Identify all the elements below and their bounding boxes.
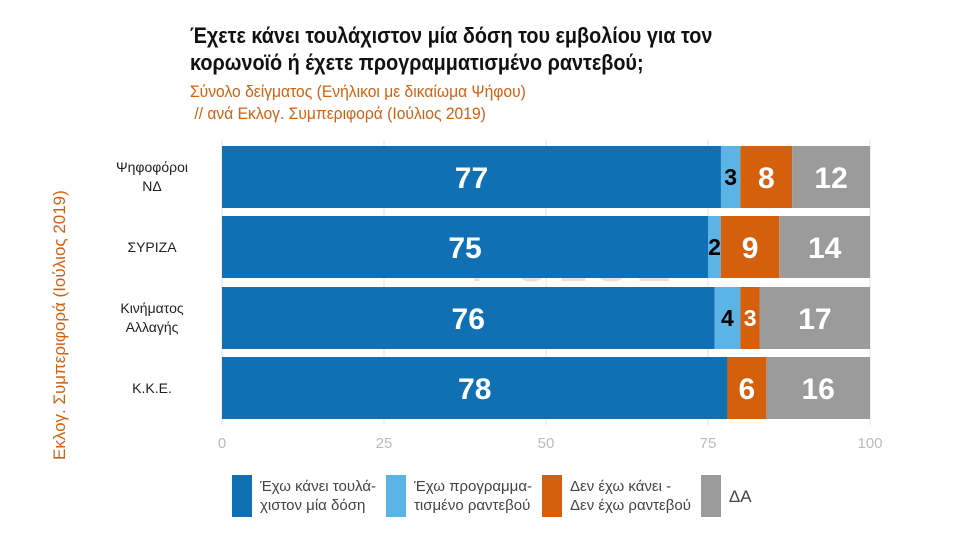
data-label: 14 bbox=[808, 232, 842, 265]
data-label: 4 bbox=[721, 305, 734, 331]
legend-label: Έχω κάνει τουλά- χιστον μία δόση bbox=[260, 478, 376, 514]
bar-segment bbox=[792, 146, 870, 208]
chart-subtitle-1: Σύνολο δείγματος (Ενήλικοι με δικαίωμα Ψ… bbox=[190, 82, 526, 101]
bar-segment bbox=[740, 287, 760, 349]
x-tick-label: 100 bbox=[857, 435, 882, 452]
legend-swatch bbox=[232, 475, 252, 517]
data-label: 8 bbox=[758, 162, 775, 195]
data-label: 3 bbox=[724, 164, 737, 190]
data-label: 9 bbox=[742, 232, 759, 265]
legend-swatch bbox=[542, 475, 562, 517]
legend-item: Έχω προγραμμα- τισμένο ραντεβού bbox=[386, 475, 532, 517]
data-label: 16 bbox=[801, 373, 834, 406]
legend: Έχω κάνει τουλά- χιστον μία δόση Έχω προγ… bbox=[232, 475, 752, 517]
bar-segment bbox=[720, 146, 741, 208]
x-tick-label: 0 bbox=[218, 435, 226, 452]
chart-title: Έχετε κάνει τουλάχιστον μία δόση του εμβ… bbox=[190, 23, 713, 75]
bar-segment bbox=[759, 287, 870, 349]
legend-item: ΔΑ bbox=[700, 475, 752, 517]
bar-segment bbox=[708, 216, 721, 278]
bar-segment bbox=[222, 146, 721, 208]
bar-segment bbox=[714, 287, 741, 349]
data-label: 76 bbox=[452, 303, 485, 336]
data-label: 6 bbox=[739, 373, 756, 406]
bar-segment bbox=[740, 146, 793, 208]
legend-swatch bbox=[700, 475, 721, 517]
data-label: 78 bbox=[458, 373, 491, 406]
chart-subtitle-2: // ανά Εκλογ. Συμπεριφορά (Ιούλιος 2019) bbox=[190, 104, 486, 123]
data-label: 12 bbox=[814, 162, 847, 195]
bar-segment bbox=[222, 287, 715, 349]
data-label: 17 bbox=[798, 303, 831, 336]
bar-segment bbox=[222, 216, 708, 278]
legend-label: ΔΑ bbox=[728, 486, 752, 506]
data-label: 77 bbox=[455, 162, 488, 195]
legend-label: Δεν έχω κάνει - Δεν έχω ραντεβού bbox=[570, 478, 691, 514]
legend-swatch bbox=[386, 475, 406, 517]
bar-segment bbox=[727, 357, 767, 419]
bar-segment bbox=[222, 357, 728, 419]
bar-segment bbox=[720, 216, 780, 278]
category-label: ΣΥΡΙΖΑ bbox=[127, 238, 177, 255]
legend-item: Έχω κάνει τουλά- χιστον μία δόση bbox=[232, 475, 376, 517]
category-label: Κ.Κ.Ε. bbox=[132, 379, 172, 396]
x-tick-label: 25 bbox=[376, 435, 393, 452]
data-label: 75 bbox=[448, 232, 481, 265]
data-label: 2 bbox=[708, 234, 721, 260]
legend-label: Έχω προγραμμα- τισμένο ραντεβού bbox=[414, 478, 532, 514]
category-label: Κινήματος Αλλαγής bbox=[120, 300, 184, 335]
data-label: 3 bbox=[744, 305, 757, 331]
x-tick-label: 75 bbox=[700, 435, 717, 452]
category-label: Ψηφοφόροι ΝΔ bbox=[115, 159, 189, 194]
x-tick-label: 50 bbox=[538, 435, 555, 452]
bar-segment bbox=[766, 357, 870, 419]
bar-segment bbox=[779, 216, 870, 278]
legend-item: Δεν έχω κάνει - Δεν έχω ραντεβού bbox=[542, 475, 691, 517]
